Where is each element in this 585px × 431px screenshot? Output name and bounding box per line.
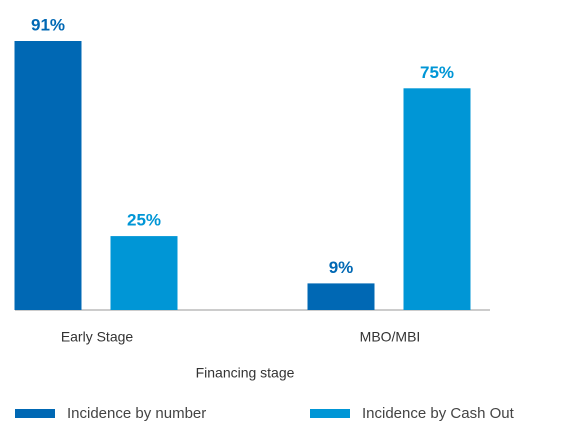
data-label: 25% xyxy=(127,211,161,230)
data-label: 91% xyxy=(31,15,65,34)
legend-label: Incidence by number xyxy=(67,405,206,422)
bar xyxy=(110,236,178,310)
legend-label: Incidence by Cash Out xyxy=(362,405,515,422)
data-label: 9% xyxy=(329,258,354,277)
x-axis-title: Financing stage xyxy=(196,365,295,381)
bar xyxy=(307,283,375,310)
bar xyxy=(403,88,471,310)
x-tick-label: Early Stage xyxy=(61,329,134,345)
bar xyxy=(14,41,82,311)
legend-swatch xyxy=(310,409,350,418)
legend-swatch xyxy=(15,409,55,418)
data-label: 75% xyxy=(420,63,454,82)
x-tick-label: MBO/MBI xyxy=(360,329,421,345)
